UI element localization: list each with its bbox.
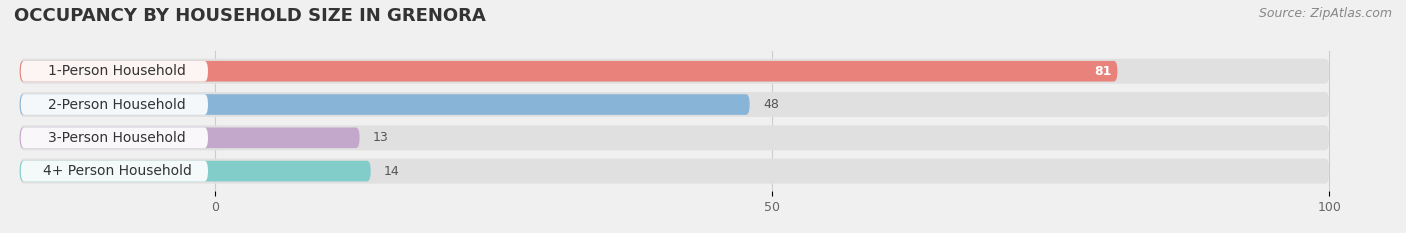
Text: 1-Person Household: 1-Person Household xyxy=(48,64,186,78)
FancyBboxPatch shape xyxy=(20,61,1118,82)
Text: Source: ZipAtlas.com: Source: ZipAtlas.com xyxy=(1258,7,1392,20)
FancyBboxPatch shape xyxy=(20,59,1329,84)
Text: 14: 14 xyxy=(384,164,399,178)
Text: 13: 13 xyxy=(373,131,388,144)
Text: 48: 48 xyxy=(763,98,779,111)
FancyBboxPatch shape xyxy=(20,161,371,182)
Text: 81: 81 xyxy=(1094,65,1112,78)
FancyBboxPatch shape xyxy=(21,94,208,115)
FancyBboxPatch shape xyxy=(20,125,1329,150)
Text: 4+ Person Household: 4+ Person Household xyxy=(42,164,191,178)
FancyBboxPatch shape xyxy=(21,161,208,182)
Text: 2-Person Household: 2-Person Household xyxy=(48,98,186,112)
FancyBboxPatch shape xyxy=(20,92,1329,117)
Text: 3-Person Household: 3-Person Household xyxy=(48,131,186,145)
FancyBboxPatch shape xyxy=(21,127,208,148)
FancyBboxPatch shape xyxy=(20,127,360,148)
Text: OCCUPANCY BY HOUSEHOLD SIZE IN GRENORA: OCCUPANCY BY HOUSEHOLD SIZE IN GRENORA xyxy=(14,7,486,25)
FancyBboxPatch shape xyxy=(20,159,1329,184)
FancyBboxPatch shape xyxy=(20,94,749,115)
FancyBboxPatch shape xyxy=(21,61,208,82)
